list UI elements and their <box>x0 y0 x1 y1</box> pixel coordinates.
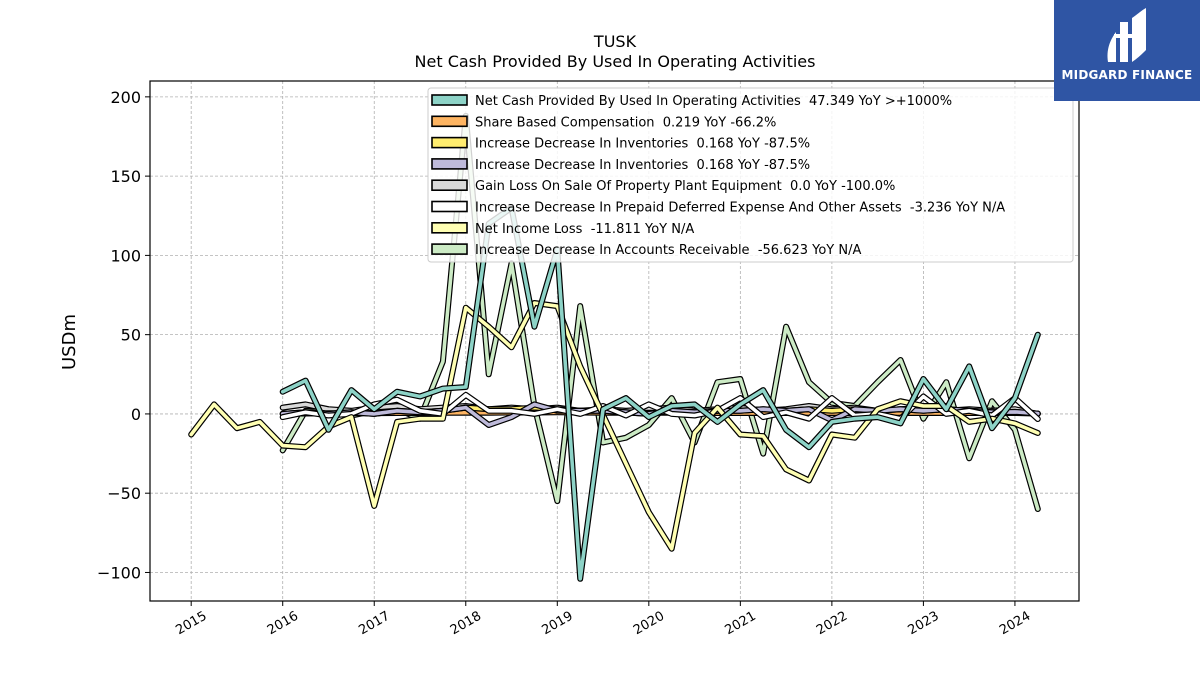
y-tick-label: 200 <box>110 88 141 107</box>
series-line-outline <box>188 300 1041 552</box>
legend-swatch <box>431 200 468 213</box>
legend-label: Gain Loss On Sale Of Property Plant Equi… <box>475 179 895 194</box>
x-tick-label: 2022 <box>814 609 850 639</box>
y-tick-label: −100 <box>97 563 141 582</box>
y-tick-label: 150 <box>110 167 141 186</box>
legend-label: Increase Decrease In Inventories 0.168 Y… <box>475 158 810 173</box>
y-tick-label: 0 <box>131 405 141 424</box>
legend-label: Increase Decrease In Accounts Receivable… <box>475 243 861 258</box>
legend: Net Cash Provided By Used In Operating A… <box>427 87 1074 263</box>
legend-label: Increase Decrease In Prepaid Deferred Ex… <box>475 201 1005 216</box>
series-line <box>189 301 1040 551</box>
y-tick-label: 50 <box>121 326 141 345</box>
legend-label: Net Cash Provided By Used In Operating A… <box>475 94 952 109</box>
brand-logo: MIDGARD FINANCE <box>1054 0 1200 101</box>
x-tick-label: 2017 <box>356 609 392 639</box>
x-tick-label: 2024 <box>997 609 1033 639</box>
y-tick-label: 100 <box>110 246 141 265</box>
brand-name: MIDGARD FINANCE <box>1061 68 1193 82</box>
legend-label: Net Income Loss -11.811 YoY N/A <box>475 222 694 237</box>
legend-swatch <box>431 179 468 191</box>
legend-swatch <box>431 243 468 255</box>
x-tick-label: 2023 <box>906 609 942 639</box>
series-line <box>280 206 1040 581</box>
chart-title: TUSK <box>593 32 637 51</box>
y-tick-label: −50 <box>107 484 141 503</box>
x-tick-label: 2019 <box>539 609 575 639</box>
x-tick-label: 2021 <box>723 609 759 639</box>
y-axis-label: USDm <box>59 314 80 370</box>
legend-label: Share Based Compensation 0.219 YoY -66.2… <box>475 115 776 130</box>
brand-logo-icon <box>1107 8 1146 62</box>
x-tick-label: 2020 <box>631 609 667 639</box>
x-tick-label: 2018 <box>448 609 484 639</box>
legend-swatch <box>431 136 468 149</box>
legend-label: Increase Decrease In Inventories 0.168 Y… <box>475 137 810 152</box>
series-group <box>188 112 1041 582</box>
legend-swatch <box>431 158 468 170</box>
chart-subtitle: Net Cash Provided By Used In Operating A… <box>415 52 816 71</box>
x-tick-label: 2015 <box>173 609 209 639</box>
legend-swatch <box>431 115 468 128</box>
legend-swatch <box>431 222 468 234</box>
x-tick-label: 2016 <box>265 609 301 639</box>
legend-swatch <box>431 94 468 106</box>
plot-frame <box>149 80 1080 602</box>
legend-box <box>427 87 1074 263</box>
